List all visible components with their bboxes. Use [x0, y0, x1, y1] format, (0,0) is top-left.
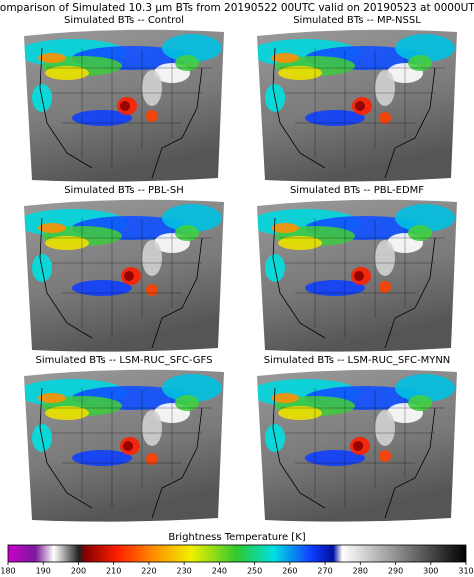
map-panel: [257, 199, 457, 352]
cloud-layer: [257, 34, 455, 179]
cloud: [375, 70, 395, 106]
cloud: [120, 101, 130, 111]
cloud: [146, 284, 158, 296]
cloud: [353, 441, 363, 451]
colorbar-tick-label: 200: [71, 567, 86, 576]
cloud: [379, 281, 391, 293]
cloud: [408, 225, 432, 241]
cloud: [38, 53, 66, 63]
cloud: [278, 66, 322, 80]
coastline: [39, 217, 203, 349]
colorbar-tick-label: 300: [423, 567, 438, 576]
state-lines: [280, 218, 445, 338]
cloud: [271, 53, 299, 63]
colorbar-tick-label: 270: [317, 567, 332, 576]
cloud: [45, 236, 89, 250]
cloud: [72, 280, 132, 296]
colorbar-tick-label: 290: [388, 567, 403, 576]
cloud: [72, 450, 132, 466]
state-lines: [280, 48, 445, 168]
coastline: [272, 47, 436, 179]
panel-title: Simulated BTs -- MP-NSSL: [293, 15, 421, 26]
colorbar-tick-label: 220: [141, 567, 156, 576]
cloud: [305, 110, 365, 126]
colorbar-tick-label: 260: [282, 567, 297, 576]
map-panel: [24, 29, 224, 182]
cloud: [271, 223, 299, 233]
colorbar-tick-label: 310: [458, 567, 473, 576]
colorbar-label: Brightness Temperature [K]: [168, 532, 305, 543]
cloud: [375, 410, 395, 446]
cloud: [379, 450, 391, 462]
cloud: [395, 34, 455, 62]
colorbar-tick-label: 180: [0, 567, 15, 576]
cloud: [271, 393, 299, 403]
cloud: [146, 453, 158, 465]
cloud: [45, 66, 89, 80]
colorbar-tick-label: 280: [353, 567, 368, 576]
panel-title: Simulated BTs -- LSM-RUC_SFC-GFS: [36, 355, 213, 366]
figure-title: Comparison of Simulated 10.3 μm BTs from…: [0, 2, 474, 14]
map-panel: [257, 369, 457, 522]
colorbar-tick-label: 250: [247, 567, 262, 576]
panel-title: Simulated BTs -- LSM-RUC_SFC-MYNN: [264, 355, 451, 366]
state-lines: [280, 388, 445, 508]
cloud: [72, 110, 132, 126]
cloud-layer: [24, 204, 222, 349]
cloud: [375, 240, 395, 276]
cloud: [379, 112, 391, 124]
panel-title: Simulated BTs -- PBL-SH: [64, 185, 184, 196]
cloud: [38, 223, 66, 233]
cloud: [175, 395, 199, 411]
cloud: [175, 55, 199, 71]
cloud-layer: [257, 374, 455, 519]
coastline: [39, 47, 203, 179]
cloud: [45, 406, 89, 420]
state-lines: [47, 388, 212, 508]
cloud: [305, 280, 365, 296]
cloud: [123, 441, 133, 451]
cloud-layer: [257, 204, 455, 349]
cloud: [395, 374, 455, 402]
cloud: [278, 236, 322, 250]
cloud: [355, 101, 365, 111]
cloud: [146, 110, 158, 122]
cloud: [408, 55, 432, 71]
cloud: [142, 410, 162, 446]
cloud: [408, 395, 432, 411]
colorbar-tick-label: 240: [212, 567, 227, 576]
coastline: [272, 387, 436, 519]
cloud-layer: [24, 34, 222, 179]
map-panel: [24, 369, 224, 522]
cloud: [142, 70, 162, 106]
coastline: [272, 217, 436, 349]
cloud: [142, 240, 162, 276]
cloud: [354, 271, 364, 281]
cloud: [162, 204, 222, 232]
map-panel: [257, 29, 457, 182]
coastline: [39, 387, 203, 519]
cloud: [175, 225, 199, 241]
panel-title: Simulated BTs -- PBL-EDMF: [290, 185, 424, 196]
colorbar: [7, 544, 467, 563]
cloud: [305, 450, 365, 466]
cloud: [395, 204, 455, 232]
map-panel: [24, 199, 224, 352]
cloud: [38, 393, 66, 403]
cloud: [162, 34, 222, 62]
cloud: [278, 406, 322, 420]
state-lines: [47, 48, 212, 168]
panel-title: Simulated BTs -- Control: [64, 15, 184, 26]
colorbar-tick-label: 190: [36, 567, 51, 576]
cloud: [162, 374, 222, 402]
state-lines: [47, 218, 212, 338]
cloud-layer: [24, 374, 222, 519]
colorbar-tick-label: 230: [177, 567, 192, 576]
colorbar-tick-label: 210: [106, 567, 121, 576]
cloud: [124, 271, 134, 281]
